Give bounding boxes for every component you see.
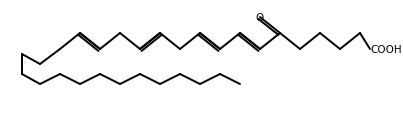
Text: COOH: COOH [370,45,402,55]
Text: O: O [256,13,264,23]
